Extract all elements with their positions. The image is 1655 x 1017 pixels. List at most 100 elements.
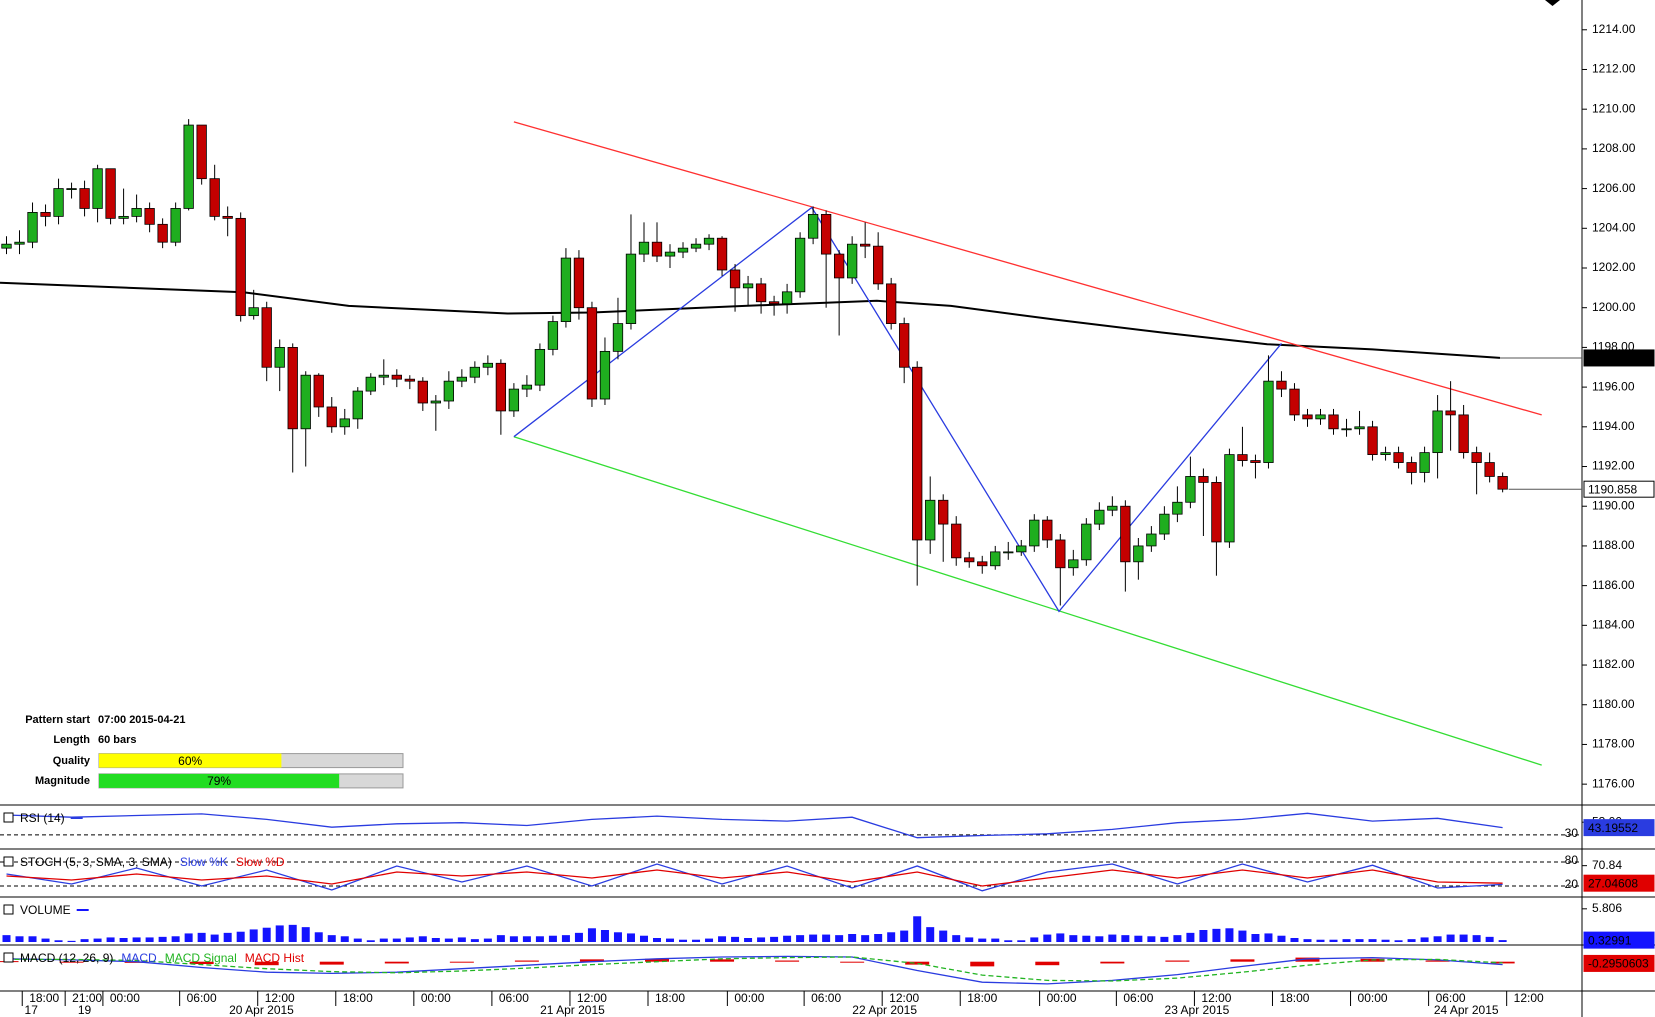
value-box-label: 1197.469 (1588, 351, 1637, 365)
candle-body (92, 168, 103, 209)
x-tick-label: 18:00 (29, 991, 59, 1005)
volume-bar (67, 940, 76, 942)
candle-body (1094, 509, 1105, 525)
volume-bar (666, 938, 675, 942)
volume-bar (757, 937, 766, 942)
volume-bar (2, 935, 11, 942)
histogram-bar (59, 961, 84, 963)
candle-body (1016, 545, 1027, 553)
volume-bar (288, 924, 297, 942)
candle-body (66, 188, 77, 190)
candle-body (274, 347, 285, 368)
indicator-line (6, 955, 1503, 985)
volume-bar (1342, 939, 1351, 942)
pattern-zigzag (513, 206, 1283, 613)
volume-bar (744, 938, 753, 942)
candle-body (703, 237, 715, 245)
value-box (1583, 349, 1655, 367)
volume-bar (522, 936, 531, 942)
candle-body (977, 561, 988, 567)
candle-body (1172, 501, 1183, 515)
volume-bar (132, 937, 141, 942)
candle-body (886, 283, 897, 324)
candle-body (1406, 462, 1417, 473)
candle-body (742, 283, 754, 289)
candle-body (534, 348, 546, 386)
info-label: Magnitude (35, 775, 90, 787)
x-tick-label: 06:00 (499, 991, 529, 1005)
candle-body (1055, 539, 1066, 569)
candle-body (1107, 505, 1118, 511)
candle-body (105, 168, 116, 219)
volume-bar (587, 928, 596, 942)
value-box-label: -0.2950603 (1588, 957, 1649, 971)
histogram-bar (710, 959, 735, 962)
candle-body (1484, 462, 1495, 477)
candle-body (209, 178, 220, 217)
volume-bar (1290, 938, 1299, 942)
volume-bar (1173, 935, 1182, 942)
volume-bar (1446, 934, 1455, 942)
volume-bar (965, 937, 974, 942)
volume-bar (93, 938, 102, 942)
value-box-label: 43.19552 (1588, 821, 1638, 835)
candle-body (248, 307, 259, 317)
candle-body (378, 374, 389, 378)
volume-bar (171, 936, 180, 942)
channel-line (513, 121, 1542, 416)
volume-bar (1238, 930, 1247, 942)
candle-body (716, 237, 728, 271)
volume-bar (353, 938, 362, 942)
histogram-bar (1100, 961, 1125, 964)
y-tick-label: 1208.00 (1592, 141, 1636, 155)
pattern-info: Pattern start 07:00 2015-04-21 Length 60… (25, 714, 185, 787)
panel-title: RSI (14) (20, 811, 65, 825)
info-value: 60 bars (98, 734, 137, 746)
histogram-bar (1295, 957, 1320, 962)
candle-body (729, 269, 741, 289)
candle-body (664, 251, 676, 257)
candle-body (1341, 428, 1352, 431)
volume-bar (80, 939, 89, 942)
candle-body (560, 257, 572, 322)
candle-body (846, 243, 858, 279)
volume-bar (197, 932, 206, 942)
candle-body (768, 301, 780, 305)
volume-bar (783, 935, 792, 942)
volume-bar (913, 916, 922, 942)
candle-body (1328, 414, 1339, 430)
volume-bar (184, 933, 193, 942)
candle-body (1198, 476, 1209, 483)
volume-bar (470, 939, 479, 942)
y-tick-label: 1210.00 (1592, 101, 1636, 115)
volume-bar (1017, 940, 1026, 942)
volume-bar (861, 935, 870, 942)
candle-body (495, 362, 507, 412)
x-tick-label: 18:00 (343, 991, 373, 1005)
date-label: 22 Apr 2015 (852, 1003, 917, 1017)
volume-bar (249, 929, 258, 942)
candle-body (1159, 513, 1170, 535)
volume-bar (1316, 939, 1325, 942)
candle-body (1445, 410, 1456, 416)
volume-bar (405, 937, 414, 942)
candle-body (1081, 523, 1092, 561)
panel-title-text: VOLUME (20, 903, 71, 917)
volume-bar (145, 937, 154, 942)
volume-bar (1069, 935, 1078, 942)
x-tick-label: 00:00 (110, 991, 140, 1005)
volume-bar (692, 939, 701, 942)
info-value: 07:00 2015-04-21 (98, 714, 185, 726)
volume-bar (718, 936, 727, 942)
candle-body (521, 384, 533, 390)
volume-bar (457, 937, 466, 942)
x-tick-label: 00:00 (1358, 991, 1388, 1005)
value-box-label: 1190.858 (1588, 482, 1637, 496)
volume-bar (809, 934, 818, 942)
date-label: 17 (25, 1003, 39, 1017)
candle-body (1432, 410, 1443, 454)
panel-checkbox (3, 952, 14, 963)
candle-body (183, 124, 194, 209)
meter-fill (99, 773, 340, 788)
volume-bar (1459, 934, 1468, 942)
